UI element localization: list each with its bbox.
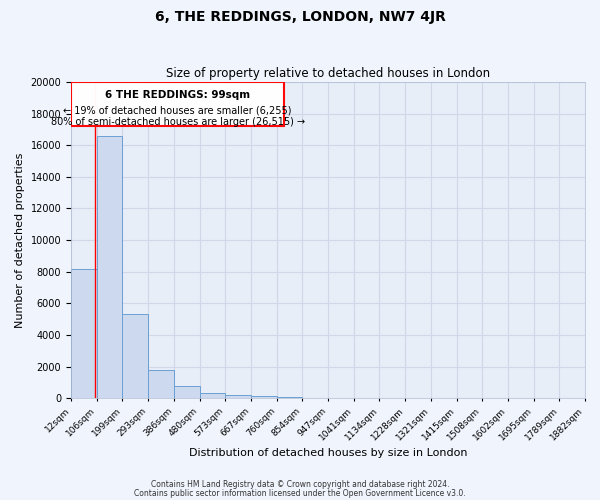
Bar bbox=[251, 396, 277, 398]
Text: 6 THE REDDINGS: 99sqm: 6 THE REDDINGS: 99sqm bbox=[105, 90, 250, 100]
X-axis label: Distribution of detached houses by size in London: Distribution of detached houses by size … bbox=[189, 448, 467, 458]
Y-axis label: Number of detached properties: Number of detached properties bbox=[15, 152, 25, 328]
FancyBboxPatch shape bbox=[71, 82, 284, 126]
Bar bbox=[71, 268, 97, 398]
Bar bbox=[277, 397, 302, 398]
Bar bbox=[174, 386, 200, 398]
Bar bbox=[225, 395, 251, 398]
Bar bbox=[200, 394, 225, 398]
Text: 6, THE REDDINGS, LONDON, NW7 4JR: 6, THE REDDINGS, LONDON, NW7 4JR bbox=[155, 10, 445, 24]
Bar bbox=[148, 370, 174, 398]
Bar bbox=[97, 136, 122, 398]
Title: Size of property relative to detached houses in London: Size of property relative to detached ho… bbox=[166, 66, 490, 80]
Text: Contains public sector information licensed under the Open Government Licence v3: Contains public sector information licen… bbox=[134, 488, 466, 498]
Text: Contains HM Land Registry data © Crown copyright and database right 2024.: Contains HM Land Registry data © Crown c… bbox=[151, 480, 449, 489]
Text: 80% of semi-detached houses are larger (26,515) →: 80% of semi-detached houses are larger (… bbox=[50, 116, 305, 126]
Bar bbox=[122, 314, 148, 398]
Text: ← 19% of detached houses are smaller (6,255): ← 19% of detached houses are smaller (6,… bbox=[64, 105, 292, 115]
